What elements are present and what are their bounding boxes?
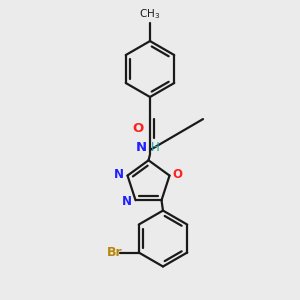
Text: N: N: [136, 141, 147, 154]
Text: Br: Br: [106, 246, 122, 259]
Text: CH$_3$: CH$_3$: [140, 7, 160, 21]
Text: O: O: [173, 168, 183, 181]
Text: O: O: [132, 122, 143, 135]
Text: N: N: [122, 195, 132, 208]
Text: H: H: [151, 141, 160, 154]
Text: N: N: [114, 168, 124, 181]
